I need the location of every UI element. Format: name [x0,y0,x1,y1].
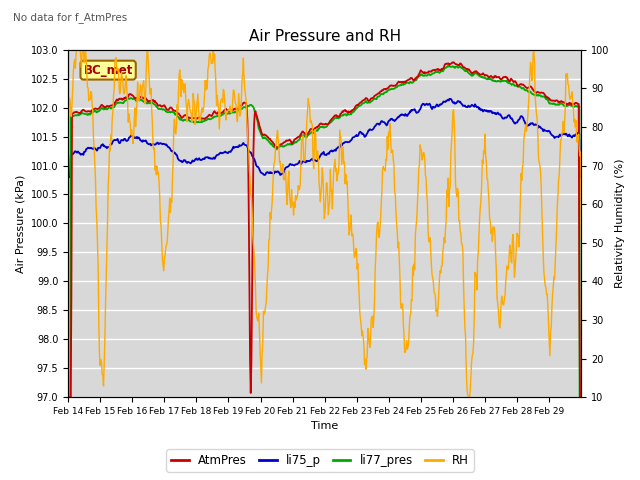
Legend: AtmPres, li75_p, li77_pres, RH: AtmPres, li75_p, li77_pres, RH [166,449,474,472]
Text: No data for f_AtmPres: No data for f_AtmPres [13,12,127,23]
Title: Air Pressure and RH: Air Pressure and RH [248,29,401,44]
Text: BC_met: BC_met [83,64,133,77]
X-axis label: Time: Time [311,421,339,432]
Y-axis label: Relativity Humidity (%): Relativity Humidity (%) [615,159,625,288]
Y-axis label: Air Pressure (kPa): Air Pressure (kPa) [15,174,25,273]
